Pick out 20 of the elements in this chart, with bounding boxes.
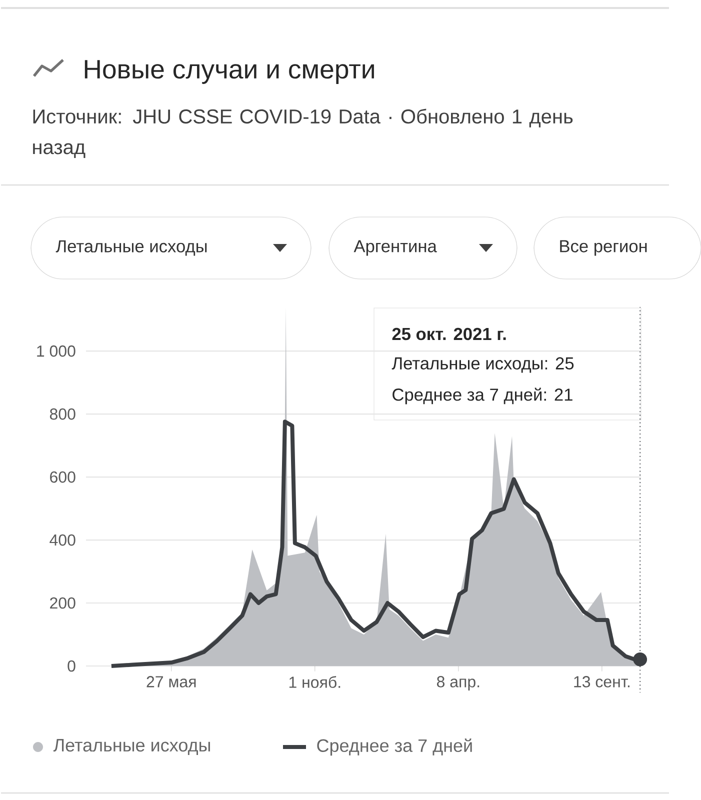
text: Летальные исходы [56, 240, 206, 256]
legend-label: Летальные исходы [53, 739, 210, 756]
y-tick-label: 200 [50, 597, 76, 609]
annotation: Среднее за 7 дней: 21 [392, 388, 572, 404]
chart-subtitle: Источник: JHU CSSE COVID-19 Data · Обновлено 1 день назад [32, 108, 572, 158]
y-tick-label: 600 [50, 471, 76, 483]
chart-title: Новые случаи и смерти [84, 60, 374, 84]
y-tick-label: 400 [50, 534, 76, 546]
x-tick-label: 27 мая [146, 676, 196, 688]
x-tick-label: 1 нояб. [289, 676, 340, 688]
x-tick-label: 8 апр. [436, 676, 479, 691]
y-tick-label: 800 [50, 408, 76, 420]
y-tick-label: 0 [68, 660, 76, 672]
text: Все регион [560, 240, 647, 256]
annotation: Летальные исходы: 25 [392, 357, 574, 373]
annotation: 25 окт. 2021 г. [392, 328, 506, 340]
x-tick-label: 13 сент. [574, 676, 630, 688]
legend-label: Среднее за 7 дней [317, 738, 472, 756]
y-tick-label: 1 000 [37, 345, 76, 357]
text: Аргентина [354, 240, 437, 256]
